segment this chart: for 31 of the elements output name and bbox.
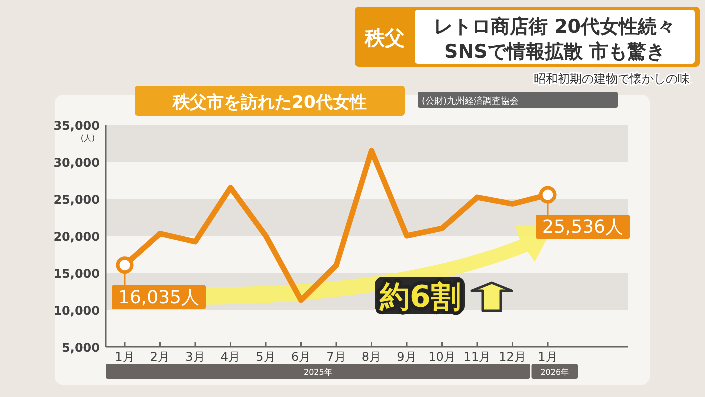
text: 昭和初期の建物で懐かしの味 xyxy=(534,72,690,86)
y-tick-label: 35,000 xyxy=(54,119,100,133)
x-tick-label: 12月 xyxy=(499,350,526,364)
y-tick-label: 20,000 xyxy=(54,230,100,244)
x-tick-label: 2月 xyxy=(150,350,170,364)
y-tick-label: 10,000 xyxy=(54,304,100,318)
x-tick-label: 10月 xyxy=(428,350,456,364)
text: レトロ商店街 20代女性続々 xyxy=(434,16,676,38)
x-tick-label: 6月 xyxy=(291,350,312,364)
x-tick-label: 8月 xyxy=(362,350,382,364)
text: 秩父 xyxy=(364,26,405,50)
x-tick-label: 11月 xyxy=(464,350,492,364)
x-tick-label: 3月 xyxy=(186,350,206,364)
y-tick-label: 30,000 xyxy=(54,156,100,170)
x-tick-label: 9月 xyxy=(397,350,417,364)
text: 2026年 xyxy=(540,368,570,377)
y-tick-label: 15,000 xyxy=(54,267,100,281)
data-label: 16,035人 xyxy=(118,287,200,308)
x-tick-label: 5月 xyxy=(256,350,276,364)
text: SNSで情報拡散 市も驚き xyxy=(444,41,666,63)
chart-title: 秩父市を訪れた20代女性 xyxy=(172,93,367,113)
text: (公財)九州経済調査協会 xyxy=(422,96,520,107)
x-tick-label: 1月 xyxy=(538,350,558,364)
x-tick-label: 1月 xyxy=(115,350,135,364)
x-tick-label: 7月 xyxy=(326,350,346,364)
x-tick-label: 4月 xyxy=(220,350,241,364)
data-label: 25,536人 xyxy=(542,217,624,238)
y-tick-label: 5,000 xyxy=(62,341,100,355)
text: 2025年 xyxy=(304,368,332,377)
y-tick-label: 25,000 xyxy=(54,193,100,207)
y-axis-title: (人) xyxy=(80,134,96,143)
